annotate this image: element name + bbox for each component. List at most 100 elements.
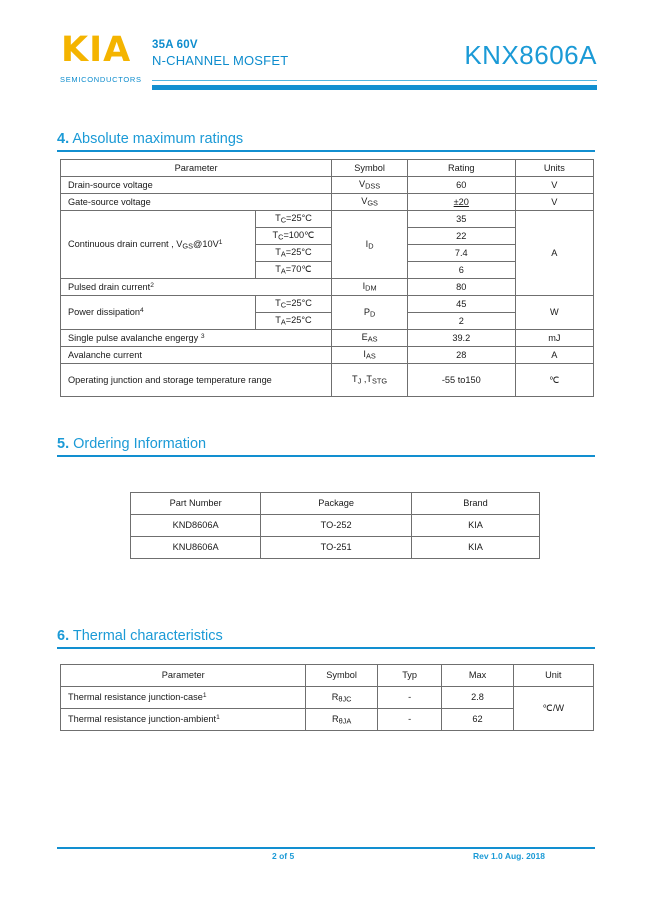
rating-id-2: 22 <box>406 227 516 245</box>
table-header-row: Parameter Symbol Typ Max Unit <box>59 664 595 687</box>
rating-temp-range: -55 to150 <box>406 363 516 397</box>
table-row: TC=100℃ 22 <box>61 227 594 245</box>
param-avalanche-current: Avalanche current <box>59 346 333 364</box>
col-header-typ: Typ <box>376 664 443 687</box>
cell-part-number: KND8606A <box>129 514 262 537</box>
section-rule-ordering <box>57 455 595 457</box>
rating-vgs: ±20 <box>406 193 516 211</box>
table-header-row: Part Number Package Brand <box>129 492 541 515</box>
table-row: Avalanche current IAS 28 A <box>59 346 595 364</box>
table-row: Single pulse avalanche engergy 3 EAS 39.… <box>59 329 595 347</box>
footer-page-number: 2 of 5 <box>272 851 295 861</box>
section-number-thermal: 6. <box>57 628 70 644</box>
rating-pd-1: 45 <box>406 295 516 313</box>
symbol-pd: PD <box>331 295 408 330</box>
col-header-symbol: Symbol <box>331 159 408 177</box>
logo-tagline: SEMICONDUCTORS <box>60 75 142 84</box>
param-operating-temp-range: Operating junction and storage temperatu… <box>59 363 333 397</box>
section-title-thermal: Thermal characteristics <box>72 628 223 644</box>
unit-vdss: V <box>514 176 595 194</box>
rating-idm: 80 <box>406 278 516 296</box>
table-row: Gate-source voltage VGS ±20 V <box>59 193 595 211</box>
cell-part-number: KNU8606A <box>129 536 262 559</box>
rating-ias: 28 <box>406 346 516 364</box>
unit-ias: A <box>514 346 595 364</box>
table-row: Thermal resistance junction-case1 RθJC -… <box>59 686 595 731</box>
table-header-row: Parameter Symbol Rating Units <box>59 159 595 177</box>
header-rule-thick <box>152 85 597 90</box>
rating-id-3: 7.4 <box>406 244 516 262</box>
symbol-tj-tstg: TJ ,TSTG <box>331 363 408 397</box>
table-row: Power dissipation4 TC=25°C PD 45 W <box>60 295 595 330</box>
rating-pd-2: 2 <box>406 312 516 330</box>
col-header-package: Package <box>260 492 412 515</box>
table-row: TA=70℃ 6 <box>61 261 594 279</box>
param-drain-source-voltage: Drain-source voltage <box>59 176 333 194</box>
cell-package: TO-252 <box>260 514 412 537</box>
absolute-maximum-ratings-table: Parameter Symbol Rating Units Drain-sour… <box>59 159 595 397</box>
typ-rthjc: - <box>376 686 443 709</box>
section-number-ordering: 5. <box>57 436 70 452</box>
section-title-ratings: Absolute maximum ratings <box>72 131 244 147</box>
table-row: Pulsed drain current2 IDM 80 <box>59 278 594 296</box>
table-row: KNU8606A TO-251 KIA <box>129 536 541 559</box>
cell-package: TO-251 <box>260 536 412 559</box>
col-header-unit: Unit <box>512 664 595 687</box>
rating-id-1: 35 <box>406 210 516 228</box>
col-header-symbol: Symbol <box>305 664 378 687</box>
cell-brand: KIA <box>410 536 541 559</box>
condition-id-4: TA=70℃ <box>254 261 333 279</box>
section-rule-ratings <box>57 150 595 152</box>
section-rule-thermal <box>57 647 595 649</box>
typ-rthja: - <box>376 708 443 731</box>
table-row: TA=25°C 7.4 <box>61 244 594 262</box>
table-row: Drain-source voltage VDSS 60 V <box>59 176 595 194</box>
rating-vdss: 60 <box>406 176 516 194</box>
condition-id-2: TC=100℃ <box>254 227 333 245</box>
symbol-eas: EAS <box>331 329 408 347</box>
thermal-characteristics-table: Parameter Symbol Typ Max Unit Thermal re… <box>59 664 595 731</box>
section-heading-ordering: 5. Ordering Information <box>57 436 595 457</box>
spec-ratings-line: 35A 60V <box>152 39 198 51</box>
symbol-idm: IDM <box>331 278 408 296</box>
symbol-id: ID <box>331 210 408 279</box>
condition-id-1: TC=25°C <box>254 210 333 228</box>
condition-pd-1: TC=25°C <box>254 295 333 313</box>
condition-pd-2: TA=25°C <box>254 312 333 330</box>
max-rthja: 62 <box>441 708 514 731</box>
section-number-ratings: 4. <box>57 131 70 147</box>
spec-type-line: N-CHANNEL MOSFET <box>152 53 289 68</box>
section-heading-ratings: 4. Absolute maximum ratings <box>57 131 595 152</box>
cell-brand: KIA <box>410 514 541 537</box>
unit-current-amps: A <box>514 210 595 296</box>
param-power-dissipation: Power dissipation4 <box>60 295 256 330</box>
unit-eas: mJ <box>514 329 595 347</box>
table-row: Operating junction and storage temperatu… <box>59 363 595 397</box>
col-header-part-number: Part Number <box>129 492 262 515</box>
product-spec-summary: 35A 60V N-CHANNEL MOSFET <box>152 38 288 68</box>
table-row: Continuous drain current , VGS@10V1 TC=2… <box>60 210 595 296</box>
company-logo: KIA SEMICONDUCTORS <box>55 30 163 85</box>
section-heading-thermal: 6. Thermal characteristics <box>57 628 595 649</box>
page-header: KIA SEMICONDUCTORS 35A 60V N-CHANNEL MOS… <box>0 0 649 112</box>
param-thermal-resistance-junction-case: Thermal resistance junction-case1 <box>59 686 307 709</box>
rating-eas: 39.2 <box>406 329 516 347</box>
col-header-parameter: Parameter <box>59 159 333 177</box>
unit-thermal-resistance: ℃/W <box>512 686 595 731</box>
param-avalanche-energy: Single pulse avalanche engergy 3 <box>59 329 333 347</box>
col-header-max: Max <box>441 664 514 687</box>
param-thermal-resistance-junction-ambient: Thermal resistance junction-ambient1 <box>59 708 307 731</box>
col-header-rating: Rating <box>406 159 516 177</box>
unit-temp: ℃ <box>514 363 595 397</box>
rating-id-4: 6 <box>406 261 516 279</box>
max-rthjc: 2.8 <box>441 686 514 709</box>
param-continuous-drain-current: Continuous drain current , VGS@10V1 <box>60 210 256 279</box>
logo-wordmark: KIA <box>61 30 132 70</box>
symbol-vdss: VDSS <box>331 176 408 194</box>
symbol-rthja: RθJA <box>305 708 378 731</box>
table-row: Thermal resistance junction-ambient1 RθJ… <box>59 708 594 731</box>
page-title: KNX8606A <box>464 40 597 70</box>
footer-rule <box>57 847 595 849</box>
symbol-vgs: VGS <box>331 193 408 211</box>
